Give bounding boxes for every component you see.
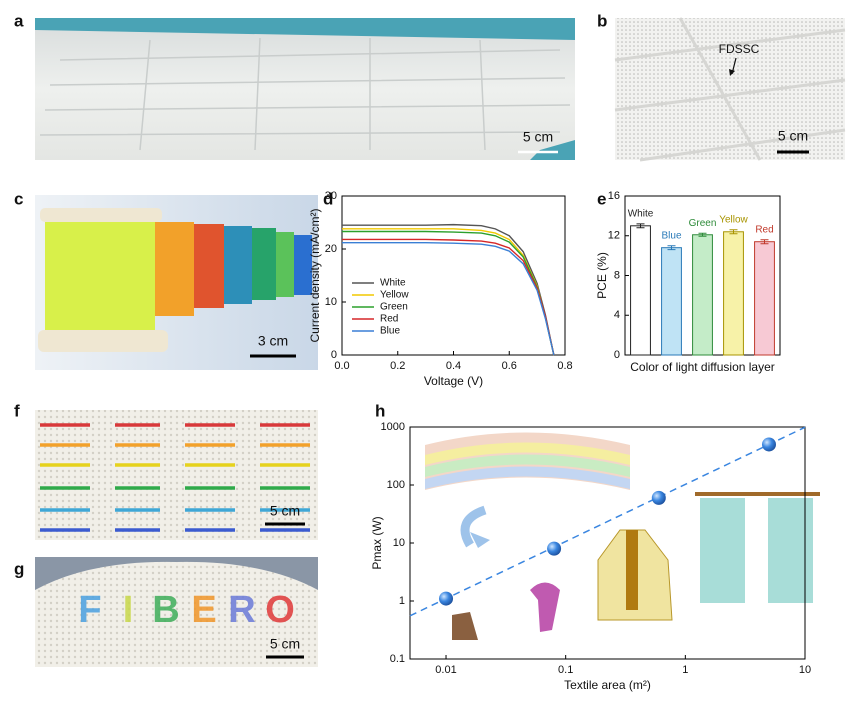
knit-letter: B [152, 589, 179, 631]
y-tick-label: 0 [331, 349, 337, 361]
point [439, 591, 454, 606]
y-axis-label: PCE (%) [595, 252, 609, 299]
trend-line [409, 426, 806, 617]
knit-letter: E [191, 589, 216, 631]
scale-label: 5 cm [270, 636, 300, 652]
bar-label: Blue [661, 230, 681, 241]
photo-g [35, 557, 318, 667]
point [761, 437, 776, 452]
x-tick-label: 10 [799, 664, 811, 676]
point [547, 541, 562, 556]
panel-label: a [14, 11, 24, 30]
knit-letter: F [78, 589, 101, 631]
y-tick-label: 8 [614, 269, 620, 281]
error-bar [760, 239, 769, 245]
y-tick-label: 12 [608, 230, 620, 242]
panel-label: g [14, 559, 24, 578]
photo-f [35, 410, 318, 540]
curve [342, 228, 555, 356]
point [651, 490, 666, 505]
photo-a [35, 18, 575, 160]
y-tick-label: 16 [608, 190, 620, 202]
y-tick-label: 1000 [381, 421, 405, 433]
legend-label: Red [380, 314, 398, 325]
x-tick-label: 1 [682, 664, 688, 676]
x-tick-label: 0.0 [334, 360, 349, 372]
scale-label: 5 cm [270, 503, 300, 519]
x-tick-label: 0.1 [558, 664, 573, 676]
panel-label: b [597, 11, 607, 30]
y-tick-label: 4 [614, 309, 620, 321]
legend-label: Green [380, 302, 408, 313]
panel-label: e [597, 189, 606, 208]
photo-c [35, 195, 318, 370]
bar-label: Yellow [719, 214, 748, 225]
x-tick-label: 0.01 [435, 664, 456, 676]
panel-label: h [375, 401, 385, 420]
x-tick-label: 0.4 [446, 360, 461, 372]
y-tick-label: 0 [614, 349, 620, 361]
x-axis-label: Color of light diffusion layer [630, 360, 775, 374]
y-axis-label: Pmax (W) [370, 516, 384, 569]
knit-letter: O [265, 589, 295, 631]
bar [692, 234, 713, 356]
y-tick-label: 100 [387, 479, 405, 491]
annotation: FDSSC [719, 42, 760, 56]
panel-label: c [14, 189, 23, 208]
bar [661, 247, 682, 356]
error-bar [698, 232, 707, 237]
legend-label: White [380, 278, 406, 289]
scale-label: 5 cm [778, 128, 808, 144]
illustrations [425, 432, 820, 640]
error-bar [667, 245, 676, 251]
curve [342, 238, 555, 356]
y-tick-label: 20 [325, 243, 337, 255]
bar [754, 241, 775, 356]
error-bar [729, 229, 738, 235]
y-tick-label: 0.1 [390, 653, 405, 665]
bar [723, 231, 744, 356]
curve [342, 241, 555, 356]
x-tick-label: 0.6 [502, 360, 517, 372]
y-axis-label: Current density (mA/cm²) [308, 208, 322, 342]
scale-label: 3 cm [258, 333, 288, 349]
knit-letter: I [123, 589, 134, 631]
curve [342, 223, 555, 356]
panel-label: d [323, 189, 333, 208]
legend-label: Yellow [380, 290, 409, 301]
legend-label: Blue [380, 326, 400, 337]
arrow-head [729, 69, 735, 76]
y-tick-label: 1 [399, 595, 405, 607]
knit-letter: R [228, 589, 255, 631]
scale-label: 5 cm [523, 129, 553, 145]
y-tick-label: 30 [325, 190, 337, 202]
bar [630, 225, 651, 356]
photo-b [614, 17, 846, 162]
x-tick-label: 0.8 [557, 360, 572, 372]
y-tick-label: 10 [393, 537, 405, 549]
x-axis-label: Voltage (V) [424, 374, 483, 388]
bar-label: Green [689, 218, 717, 229]
bar-label: Red [755, 224, 773, 235]
bar-label: White [628, 208, 654, 219]
y-tick-label: 10 [325, 296, 337, 308]
x-tick-label: 0.2 [390, 360, 405, 372]
x-axis-label: Textile area (m²) [564, 678, 651, 692]
panel-label: f [14, 401, 20, 420]
error-bar [636, 223, 645, 229]
